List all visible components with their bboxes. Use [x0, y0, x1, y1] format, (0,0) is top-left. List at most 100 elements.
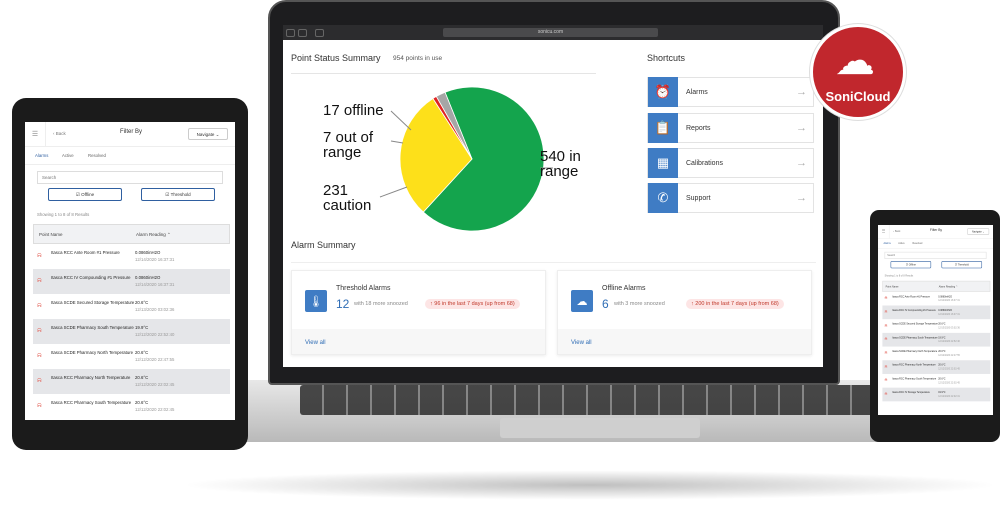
tab-active[interactable]: Active [62, 153, 74, 158]
navigate-dropdown[interactable]: Navigate ⌄ [967, 228, 990, 235]
table-row[interactable]: ⍾ Itasca SCDE Pharmacy North Temperature 2… [882, 347, 990, 361]
pie-slice-caution[interactable] [399, 97, 473, 213]
alarm-bell-icon: ⍾ [37, 402, 42, 409]
divider [291, 262, 816, 263]
laptop-shadow [180, 470, 1000, 500]
tab-resolved[interactable]: Resolved [912, 241, 923, 245]
tab-active[interactable]: Active [898, 241, 905, 245]
pie-slice-in-range[interactable] [422, 86, 545, 232]
table-row[interactable]: ⍾ Itasca RCC Pharmacy South Temperature 20… [882, 374, 990, 388]
tab-resolved[interactable]: Resolved [88, 153, 106, 158]
alarm-bell-icon: ⍾ [884, 364, 888, 369]
card-footer [292, 329, 545, 354]
alarm-reading: 20.6°C [135, 300, 149, 305]
table-row[interactable]: ⍾ Itasca RCC IV Compounding #1 Pressure 0.… [33, 269, 230, 294]
point-status-pie-chart [379, 86, 553, 232]
threshold-filter-checkbox[interactable]: ☑ Threshold [941, 261, 983, 269]
col-alarm-reading[interactable]: Alarm Reading ⌃ [938, 285, 958, 288]
alarm-reading: 0.0860inH2O [938, 295, 953, 298]
alarm-count: 12 [336, 297, 350, 311]
alarm-bell-icon: ⍾ [884, 296, 888, 301]
alarm-bell-icon: ⍾ [884, 323, 888, 328]
card-title: Offline Alarms [602, 285, 646, 292]
point-name: Itasca RCC Ante Room #1 Pressure [51, 250, 120, 255]
points-in-use: 954 points in use [393, 55, 443, 62]
shortcut-label: Support [686, 194, 711, 202]
back-icon[interactable] [286, 28, 295, 37]
mobile-header: ☰ ‹ Back Filter By Navigate ⌄ [878, 225, 993, 239]
table-header: Point Name Alarm Reading ⌃ [882, 280, 991, 292]
address-bar[interactable]: sonicu.com [443, 28, 658, 37]
phone-screen: ☰ ‹ Back Filter By Navigate ⌄ Alarms Act… [878, 225, 993, 415]
alarm-timestamp: 12/12/2020 22:02:45 [135, 382, 175, 387]
threshold-filter-checkbox[interactable]: ☑ Threshold [141, 188, 215, 201]
alarm-timestamp: 12/13/2020 03:02:36 [938, 326, 960, 330]
filter-label: Offline [908, 263, 916, 267]
table-row[interactable]: ⍾ Itasca SCDE Secured Storage Temperature… [882, 319, 990, 333]
point-name: Itasca RCC IV Compounding #1 Pressure [892, 308, 936, 312]
clipboard-icon: 📋 [648, 113, 678, 143]
tab-bar: Alarms Active Resolved [878, 239, 993, 249]
table-row[interactable]: ⍾ Itasca SCDE Pharmacy South Temperature 1… [882, 332, 991, 347]
alarm-rows: ⍾ Itasca RCC Ante Room #1 Pressure 0.0860i… [33, 244, 230, 419]
point-name: Itasca RCC Ante Room #1 Pressure [892, 295, 930, 298]
table-row[interactable]: ⍾ Itasca RCC Pharmacy South Temperature 20… [33, 394, 230, 419]
menu-icon[interactable]: ☰ [878, 225, 890, 239]
table-row[interactable]: ⍾ Itasca SCDE Secured Storage Temperature… [33, 294, 230, 319]
browser-toolbar: sonicu.com [283, 25, 823, 40]
arrow-right-icon: → [796, 157, 807, 169]
forward-icon[interactable] [298, 28, 307, 37]
navigate-dropdown[interactable]: Navigate ⌄ [188, 128, 228, 140]
col-alarm-reading[interactable]: Alarm Reading ⌃ [136, 232, 171, 237]
alarm-reading: 19.9°C [135, 325, 149, 330]
tab-alarms[interactable]: Alarms [35, 153, 49, 158]
alarm-rows: ⍾ Itasca RCC Ante Room #1 Pressure 0.0860i… [882, 292, 991, 402]
menu-icon[interactable]: ☰ [25, 122, 46, 147]
shortcut-alarms[interactable]: ⏰ Alarms → [647, 77, 814, 107]
filter-label: Threshold [170, 192, 191, 197]
shortcut-support[interactable]: ✆ Support → [647, 183, 814, 213]
alarm-reading: 0.0860inH2O [938, 308, 953, 312]
shortcut-calibrations[interactable]: ▦ Calibrations → [647, 148, 814, 178]
view-all-link[interactable]: View all [305, 340, 326, 346]
table-row[interactable]: ⍾ Itasca RCC Ante Room #1 Pressure 0.0860i… [882, 292, 990, 306]
filter-label: Threshold [957, 263, 969, 267]
table-row[interactable]: ⍾ Itasca RCC IV Compounding #1 Pressure 0.… [882, 305, 991, 320]
alarm-bell-icon: ⍾ [884, 350, 888, 355]
alarm-timestamp: 12/12/2020 22:52:40 [135, 332, 175, 337]
tab-alarms[interactable]: Alarms [883, 241, 891, 245]
search-input[interactable]: Search [884, 251, 987, 259]
alarm-timestamp: 12/12/2020 22:47:55 [135, 357, 175, 362]
pie-label-out-of-range: 7 out of range [323, 129, 374, 161]
point-name: Itasca RCC Pharmacy South Temperature [892, 377, 937, 380]
back-button[interactable]: ‹ Back [53, 131, 66, 136]
table-row[interactable]: ⍾ Itasca SCDE Pharmacy South Temperature 1… [33, 319, 230, 344]
shortcut-label: Reports [686, 124, 711, 132]
search-input[interactable]: Search [37, 171, 223, 184]
table-row[interactable]: ⍾ Itasca RCC Pharmacy North Temperature 20… [882, 360, 991, 374]
mobile-header: ☰ ‹ Back Filter By Navigate ⌄ [25, 122, 235, 147]
back-button[interactable]: ‹ Back [893, 229, 901, 233]
laptop-trackpad [500, 418, 700, 438]
point-name: Itasca SCDE Pharmacy North Temperature [51, 350, 134, 355]
alarm-clock-icon: ⏰ [648, 77, 678, 107]
view-all-link[interactable]: View all [571, 340, 592, 346]
table-row[interactable]: ⍾ Itasca RCC Pharmacy North Temperature 20… [33, 369, 230, 394]
alarm-reading: 19.9°C [938, 390, 946, 394]
alarm-count: 6 [602, 297, 609, 311]
point-name: Itasca RCC IV Storage Temperature [892, 390, 930, 394]
alarm-timestamp: 12/14/2020 16:37:31 [135, 257, 175, 262]
pie-slice-offline[interactable] [435, 91, 473, 160]
table-row[interactable]: ⍾ Itasca RCC Ante Room #1 Pressure 0.0860i… [33, 244, 230, 269]
phone-icon: ✆ [648, 183, 678, 213]
offline-filter-checkbox[interactable]: ☑ Offline [48, 188, 122, 201]
table-row[interactable]: ⍾ Itasca RCC IV Storage Temperature 19.9°C… [882, 387, 991, 402]
alarm-timestamp: 12/12/2020 22:02:31 [938, 394, 960, 398]
divider [291, 73, 596, 74]
offline-filter-checkbox[interactable]: ☑ Offline [890, 261, 932, 269]
tab-bar: Alarms Active Resolved [25, 147, 235, 165]
sidebar-icon[interactable] [315, 28, 324, 37]
disconnected-icon: ☁ [571, 290, 593, 312]
table-row[interactable]: ⍾ Itasca SCDE Pharmacy North Temperature 2… [33, 344, 230, 369]
shortcut-reports[interactable]: 📋 Reports → [647, 113, 814, 143]
